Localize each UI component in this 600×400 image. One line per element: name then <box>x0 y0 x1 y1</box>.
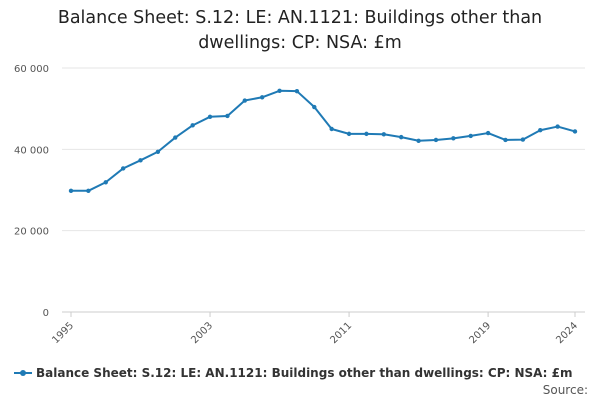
data-point-2016[interactable] <box>433 137 439 143</box>
data-point-2006[interactable] <box>259 95 265 100</box>
data-point-2020[interactable] <box>503 137 508 143</box>
source-label: Source: <box>542 383 588 397</box>
legend-label: Balance Sheet: S.12: LE: AN.1121: Buildi… <box>36 366 573 380</box>
x-axis: 1995 2003 2011 2019 2024 <box>50 311 585 346</box>
legend-swatch-icon <box>14 368 32 378</box>
data-point-2007[interactable] <box>277 88 282 93</box>
chart-title-line-1: Balance Sheet: S.12: LE: AN.1121: Buildi… <box>57 8 543 28</box>
data-point-2017[interactable] <box>451 136 456 141</box>
data-point-2014[interactable] <box>399 134 404 140</box>
x-tick-label: 2019 <box>467 320 493 346</box>
data-point-1996[interactable] <box>86 188 91 194</box>
data-point-2011[interactable] <box>346 131 352 137</box>
legend[interactable]: Balance Sheet: S.12: LE: AN.1121: Buildi… <box>14 366 573 380</box>
data-point-2004[interactable] <box>225 113 230 119</box>
data-point-2022[interactable] <box>538 128 543 133</box>
x-tick-label: 1995 <box>50 320 76 346</box>
data-point-2018[interactable] <box>468 133 473 139</box>
y-tick-label: 20 000 <box>14 227 49 238</box>
data-point-1998[interactable] <box>120 166 126 171</box>
data-point-2000[interactable] <box>155 149 161 154</box>
data-point-2008[interactable] <box>294 88 300 94</box>
data-point-2002[interactable] <box>190 123 195 128</box>
data-point-2001[interactable] <box>173 135 178 140</box>
data-point-2023[interactable] <box>555 124 560 129</box>
chart-title-line-2: dwellings: CP: NSA: £m <box>198 33 402 53</box>
data-point-2015[interactable] <box>416 138 421 143</box>
y-axis-ticks: 0 20 000 40 000 60 000 <box>14 64 49 319</box>
y-tick-label: 0 <box>43 308 49 319</box>
data-point-2003[interactable] <box>207 114 213 120</box>
series-line-0 <box>71 89 576 192</box>
data-point-2010[interactable] <box>329 126 334 132</box>
y-tick-label: 60 000 <box>14 64 49 75</box>
gridlines <box>62 67 585 232</box>
x-tick-label: 2024 <box>554 320 580 346</box>
data-point-2021[interactable] <box>520 137 526 142</box>
x-tick-label: 2003 <box>189 320 215 346</box>
data-point-2019[interactable] <box>485 130 491 136</box>
data-point-2012[interactable] <box>364 131 369 137</box>
data-point-1999[interactable] <box>138 158 143 163</box>
data-point-2005[interactable] <box>242 98 247 103</box>
data-point-1997[interactable] <box>103 180 108 185</box>
chart-title: Balance Sheet: S.12: LE: AN.1121: Buildi… <box>0 6 600 56</box>
data-point-1995[interactable] <box>68 188 74 194</box>
data-point-2013[interactable] <box>381 132 387 137</box>
data-point-2009[interactable] <box>312 104 317 110</box>
data-point-2024[interactable] <box>572 129 578 134</box>
y-tick-label: 40 000 <box>14 145 49 156</box>
x-tick-label: 2011 <box>328 320 354 346</box>
series-layer <box>68 88 578 194</box>
